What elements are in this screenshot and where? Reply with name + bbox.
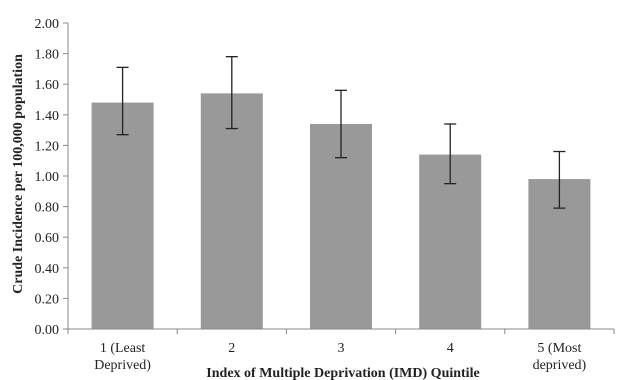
y-tick-label: 0.00	[35, 323, 60, 338]
y-tick-label: 1.40	[35, 109, 60, 124]
x-category-label-line: 2	[228, 341, 235, 356]
x-category-label-line: Deprived)	[94, 358, 151, 373]
y-tick-label: 0.40	[35, 262, 60, 277]
x-axis-title: Index of Multiple Deprivation (IMD) Quin…	[206, 366, 479, 380]
x-category-label-line: 3	[338, 341, 345, 356]
y-tick-label: 2.00	[35, 17, 60, 32]
x-category-label: 4	[447, 341, 454, 356]
x-category-label-line: deprived)	[533, 358, 587, 373]
y-tick-label: 0.80	[35, 201, 60, 216]
y-tick-label: 1.20	[35, 139, 60, 154]
y-tick-label: 1.80	[35, 48, 60, 63]
y-tick-label: 1.60	[35, 78, 60, 93]
x-category-label: 3	[338, 341, 345, 356]
x-category-label-line: 5 (Most	[537, 341, 581, 356]
bar	[200, 93, 263, 329]
y-tick-label: 0.60	[35, 231, 60, 246]
x-category-label-line: 4	[447, 341, 454, 356]
y-tick-label: 0.20	[35, 292, 60, 307]
x-category-label: 2	[228, 341, 235, 356]
bar	[91, 102, 154, 329]
y-tick-label: 1.00	[35, 170, 60, 185]
x-category-label: 1 (Least Deprived)	[94, 341, 151, 373]
x-category-label: 5 (Most deprived)	[533, 341, 587, 373]
x-category-label-line: 1 (Least	[100, 341, 146, 356]
y-axis-title: Crude Incidence per 100,000 population	[11, 54, 26, 294]
